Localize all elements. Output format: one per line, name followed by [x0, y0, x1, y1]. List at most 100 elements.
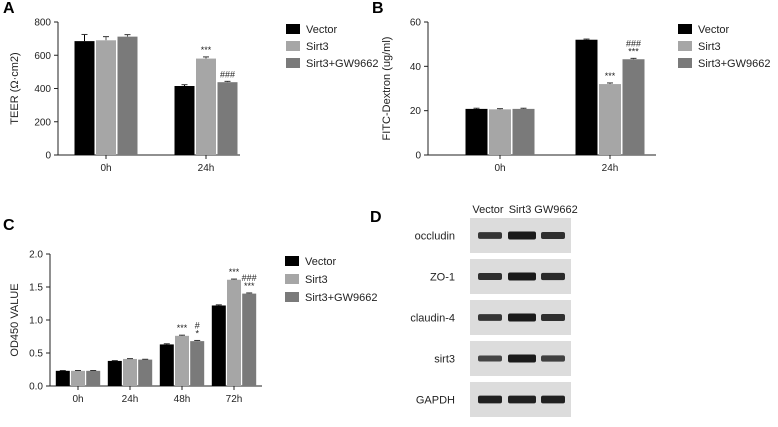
- blot-band: [508, 313, 536, 322]
- blot-band: [508, 272, 536, 281]
- bar-sirt3-gw9662-0h: [512, 108, 535, 155]
- panel-letter-d: D: [370, 209, 382, 226]
- significance-label: ###: [220, 69, 235, 79]
- x-tick-label: 0h: [100, 163, 111, 174]
- blot-band: [478, 273, 502, 280]
- bar-sirt3-72h: [227, 279, 241, 386]
- legend-label: Sirt3+GW9662: [698, 58, 770, 70]
- significance-label: ###: [242, 273, 257, 283]
- blot-band: [478, 355, 502, 362]
- blot-band: [541, 314, 565, 321]
- legend-swatch: [285, 292, 299, 302]
- blot-row-label: sirt3: [434, 354, 455, 366]
- legend-label: Vector: [698, 24, 730, 36]
- legend-label: Vector: [306, 24, 338, 36]
- legend-label: Sirt3: [698, 41, 721, 53]
- significance-label: ***: [201, 45, 212, 55]
- blot-band: [478, 314, 502, 321]
- blot-band: [478, 232, 502, 239]
- bar-vector-0h: [74, 41, 95, 155]
- western-blot: Vector Sirt3 GW9662 occludin ZO-1 claudin-4 si…: [410, 204, 578, 417]
- x-tick-label: 72h: [226, 394, 243, 405]
- significance-label: ***: [605, 71, 616, 81]
- legend-label: Sirt3: [306, 41, 329, 53]
- x-tick-label: 24h: [198, 163, 215, 174]
- blot-band: [541, 272, 565, 281]
- significance-label: *: [195, 328, 199, 338]
- y-tick-label: 2.0: [29, 250, 43, 261]
- bar-vector-0h: [465, 108, 488, 155]
- blot-band: [508, 354, 536, 363]
- significance-label: ***: [628, 46, 639, 56]
- bar-sirt3-0h: [489, 109, 511, 155]
- y-tick-label: 20: [410, 106, 422, 117]
- significance-label: ***: [244, 281, 255, 291]
- y-tick-label: 0.0: [29, 382, 43, 393]
- blot-row-label: GAPDH: [416, 395, 455, 407]
- y-tick-label: 1.5: [29, 283, 43, 294]
- legend-label: Sirt3+GW9662: [306, 58, 378, 70]
- bar-vector-48h: [159, 344, 174, 386]
- panel-letter-b: B: [372, 0, 384, 17]
- significance-label: ###: [626, 38, 641, 48]
- panel-letter-c: C: [3, 217, 15, 234]
- significance-label: ***: [177, 323, 188, 333]
- y-tick-label: 1.0: [29, 316, 43, 327]
- x-tick-label: 48h: [174, 394, 191, 405]
- blot-column-label: Sirt3: [509, 204, 532, 216]
- blot-band: [478, 395, 502, 404]
- legend-label: Sirt3: [305, 274, 328, 286]
- bar-sirt3-24h: [599, 84, 621, 155]
- y-tick-label: 60: [410, 18, 422, 29]
- significance-label: #: [195, 320, 200, 330]
- legend-swatch: [285, 256, 299, 266]
- x-tick-label: 24h: [122, 394, 139, 405]
- legend-swatch: [678, 24, 692, 34]
- bar-vector-0h: [55, 370, 70, 386]
- bar-sirt3-gw9662-0h: [117, 36, 138, 155]
- legend-swatch: [678, 58, 692, 68]
- blot-row-label: ZO-1: [430, 272, 455, 284]
- blot-column-label: Vector: [472, 204, 504, 216]
- bar-vector-24h: [575, 39, 598, 155]
- panel-letter-a: A: [3, 0, 15, 17]
- blot-band: [508, 395, 536, 404]
- bar-sirt3-0h: [71, 370, 85, 386]
- y-tick-label: 0.5: [29, 349, 43, 360]
- x-tick-label: 0h: [72, 394, 83, 405]
- legend-swatch: [286, 41, 300, 51]
- legend-swatch: [286, 58, 300, 68]
- legend-swatch: [678, 41, 692, 51]
- bar-sirt3-24h: [123, 358, 137, 386]
- y-axis-title: OD450 VALUE: [9, 283, 21, 356]
- bar-vector-24h: [107, 360, 122, 386]
- y-tick-label: 400: [34, 84, 51, 95]
- bar-sirt3-gw9662-24h: [217, 82, 238, 155]
- blot-row-label: claudin-4: [410, 313, 455, 325]
- legend-label: Vector: [305, 256, 337, 268]
- blot-band: [541, 395, 565, 404]
- blot-band: [541, 355, 565, 362]
- y-tick-label: 200: [34, 117, 51, 128]
- x-tick-label: 0h: [494, 163, 505, 174]
- y-tick-label: 0: [45, 151, 51, 162]
- legend-swatch: [285, 274, 299, 284]
- y-axis-title: FITC-Dextron (ug/ml): [381, 37, 393, 141]
- chart-c: 0.0 0.5 1.0 1.5 2.0 OD450 VALUE 0h 24h *** #* 48h *…: [9, 250, 377, 406]
- y-tick-label: 600: [34, 51, 51, 62]
- x-tick-label: 24h: [602, 163, 619, 174]
- blot-band: [541, 232, 565, 239]
- y-axis-title: TEER (Ω·cm2): [9, 52, 21, 124]
- bar-sirt3-gw9662-24h: [138, 359, 153, 386]
- bar-sirt3-0h: [96, 40, 116, 155]
- blot-row-label: occludin: [415, 231, 455, 243]
- bar-vector-72h: [211, 305, 226, 386]
- bar-sirt3-gw9662-48h: [190, 341, 205, 386]
- blot-band: [508, 231, 536, 240]
- chart-a: 0 200 400 600 800 TEER (Ω·cm2) 0h *** ### 24h Vect…: [9, 18, 378, 175]
- bar-sirt3-gw9662-72h: [242, 293, 257, 386]
- legend-swatch: [286, 24, 300, 34]
- legend-label: Sirt3+GW9662: [305, 292, 377, 304]
